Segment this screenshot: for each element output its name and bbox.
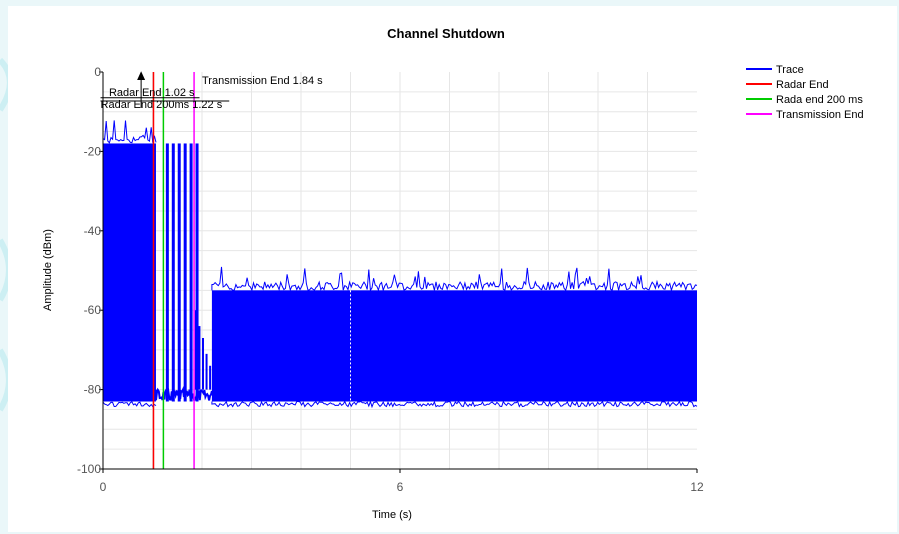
legend-label-radar-end: Radar End [776,79,829,91]
legend: Trace Radar End Rada end 200 ms Transmis… [746,64,864,121]
y-tick-label: -60 [84,303,102,317]
trace-floor-edge-0 [102,401,157,408]
annotations: Transmission End 1.84 s Radar End 1.02 sR… [100,71,323,111]
trace-burst [183,143,187,402]
channel-shutdown-chart: 0 6 12 0 -20 -40 -60 -80 -100 Transmission End 1… [42,26,864,521]
trace-decay-spike [194,310,197,390]
trace-series [102,120,698,409]
annotation-radar-end: Radar End 1.02 s [109,87,195,99]
annotation-arrow-head [137,71,146,80]
trace-burst [177,143,181,402]
trace-decay-spike [198,326,201,390]
ticks: 0 6 12 0 -20 -40 -60 -80 -100 [77,65,704,494]
trace-burst [189,143,193,402]
trace-fill-3 [211,290,697,402]
x-tick-label: 0 [100,480,107,494]
x-tick-label: 12 [690,480,704,494]
annotation-radar-end-200ms: Radar End 200ms 1.22 s [101,99,223,111]
trace-decay-spike [205,353,208,390]
x-tick-label: 6 [397,480,404,494]
y-tick-label: -100 [77,462,101,476]
trace-burst [165,143,169,402]
y-axis-label: Amplitude (dBm) [42,229,54,311]
trace-peak-edge-0 [102,120,157,144]
y-tick-label: -40 [84,224,102,238]
chart-title: Channel Shutdown [387,26,505,41]
trace-floor-edge-3 [211,400,698,409]
trace-burst [195,143,199,402]
trace-peak-edge-3 [211,266,698,293]
trace-fill-0 [103,143,156,402]
annotation-transmission-end: Transmission End 1.84 s [202,75,323,87]
legend-label-transmission-end: Transmission End [776,109,864,121]
y-tick-label: -80 [84,383,102,397]
y-tick-label: 0 [94,65,101,79]
legend-label-rada-end-200ms: Rada end 200 ms [776,94,863,106]
trace-decay-spike [201,337,204,390]
chart-panel: 0 6 12 0 -20 -40 -60 -80 -100 Transmission End 1… [8,6,897,532]
x-axis-label: Time (s) [372,509,412,521]
y-tick-label: -20 [84,144,102,158]
legend-label-trace: Trace [776,64,804,76]
trace-baseline [154,385,213,402]
trace-decay-spike [209,365,212,390]
marker-lines [152,72,195,469]
trace-burst [171,143,175,402]
